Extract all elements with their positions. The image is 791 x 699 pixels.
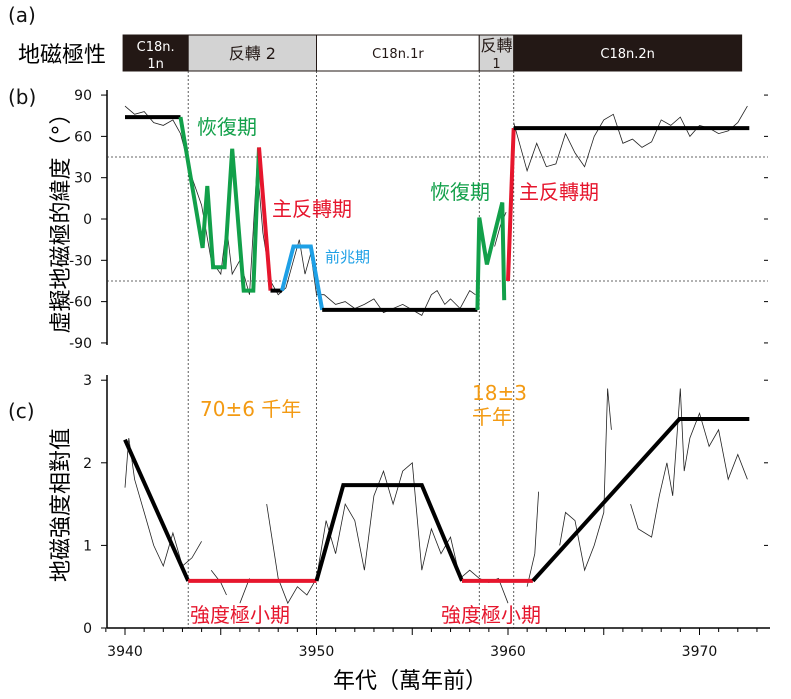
x-tick-label: 3970 xyxy=(682,644,718,660)
annotation-main-reversal-2: 主反轉期 xyxy=(519,180,599,204)
annotation-intensity-minimum-1: 強度極小期 xyxy=(190,603,290,627)
polarity-segment-label-line2: 1n xyxy=(147,57,164,72)
polarity-segment xyxy=(122,34,189,72)
vgp-model-recovery xyxy=(178,116,261,293)
panel-label-c: (c) xyxy=(8,399,35,423)
polarity-segment xyxy=(187,34,317,72)
annotation-recovery-1: 恢復期 xyxy=(197,115,257,139)
y-tick-label: -60 xyxy=(69,295,92,311)
annotation-precursor: 前兆期 xyxy=(325,248,370,266)
y-tick-label: 90 xyxy=(74,88,92,104)
polarity-segment-label: C18n.2n xyxy=(600,47,655,62)
polarity-segment xyxy=(513,34,743,72)
y-tick-label: 30 xyxy=(74,171,92,187)
annotation-duration-18kyr-line1: 18±3 xyxy=(472,381,527,405)
annotation-duration-70kyr: 70±6 千年 xyxy=(200,397,301,421)
y-tick-label: 1 xyxy=(83,538,92,554)
polarity-segment-label: 反轉 xyxy=(481,36,513,55)
panel-label-a: (a) xyxy=(8,3,36,27)
polarity-segment xyxy=(316,34,480,72)
x-tick-label: 3960 xyxy=(490,644,526,660)
x-tick-label: 3950 xyxy=(299,644,335,660)
vgp-latitude-chart: 90 60 30 0 -30 -60 -90 xyxy=(69,88,768,352)
intensity-model-model xyxy=(314,483,464,582)
guide-lines xyxy=(187,71,515,628)
polarity-bar: C18n. 1n 反轉 2 C18n.1r 反轉 1 C18n.2n xyxy=(122,34,743,72)
y-tick-label: 3 xyxy=(83,373,92,389)
annotation-recovery-2: 恢復期 xyxy=(430,180,490,204)
y-tick-label: 0 xyxy=(83,621,92,637)
x-tick-label: 3940 xyxy=(107,644,143,660)
polarity-segment-label: C18n.1r xyxy=(372,47,424,62)
polarity-title: 地磁極性 xyxy=(18,43,106,68)
polarity-segment-label: 反轉 2 xyxy=(229,44,276,63)
vgp-model-recovery xyxy=(475,202,507,310)
y-axis-label-vgp: 虛擬地磁極的緯度（°） xyxy=(49,102,74,333)
y-tick-label: -30 xyxy=(69,253,92,269)
intensity-model-model xyxy=(123,438,191,582)
y-tick-label: -90 xyxy=(69,336,92,352)
intensity-model-model xyxy=(531,417,750,583)
panel-label-b: (b) xyxy=(8,85,36,109)
polarity-segment-label: C18n. xyxy=(137,40,175,55)
polarity-segment-label-line2: 1 xyxy=(492,57,500,72)
y-tick-label: 60 xyxy=(74,129,92,145)
y-tick-label: 2 xyxy=(83,456,92,472)
vgp-model-main-reversal xyxy=(506,128,516,282)
y-tick-label: 0 xyxy=(83,212,92,228)
annotation-main-reversal-1: 主反轉期 xyxy=(272,197,352,221)
annotation-duration-18kyr-line2: 千年 xyxy=(472,405,512,429)
intensity-chart: 3 2 1 0 3940 3950 3960 3970 xyxy=(83,373,770,660)
annotation-intensity-minimum-2: 強度極小期 xyxy=(441,603,541,627)
vgp-model-main-reversal xyxy=(257,147,273,291)
y-axis-label-intensity: 地磁強度相對值 xyxy=(49,428,74,582)
vgp-model-precursor xyxy=(280,244,325,311)
x-axis-label: 年代（萬年前） xyxy=(333,669,487,694)
